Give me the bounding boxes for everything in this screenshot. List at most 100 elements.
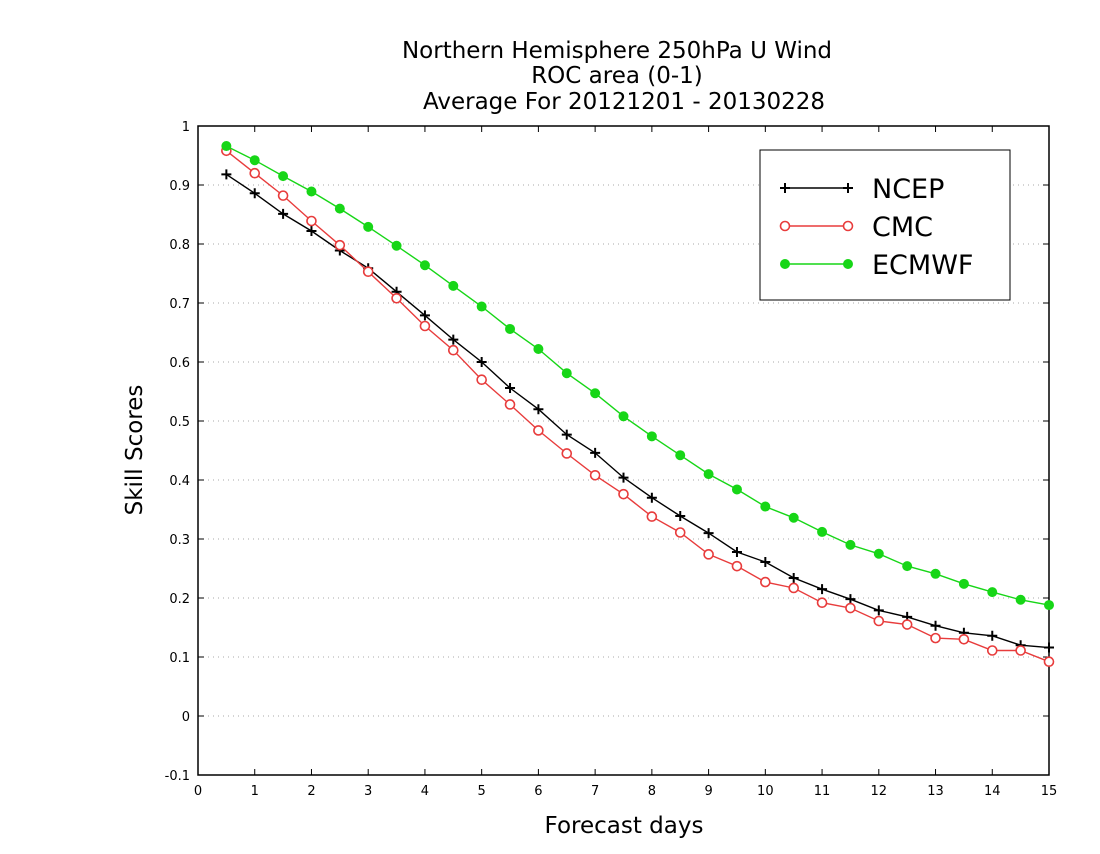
data-point-cmc <box>646 511 658 522</box>
data-point-cmc <box>533 425 544 436</box>
x-tick-label: 8 <box>648 784 656 799</box>
legend-marker-cmc <box>779 220 791 232</box>
x-axis-label: Forecast days <box>545 813 704 839</box>
data-point-cmc <box>561 448 573 459</box>
legend-label-ncep: NCEP <box>872 174 944 205</box>
x-tick-label: 9 <box>704 784 712 799</box>
legend-box <box>759 149 1011 301</box>
data-point-cmc <box>476 374 487 386</box>
data-point-ncep <box>533 404 544 415</box>
data-point-ncep <box>760 557 771 568</box>
data-point-ncep <box>703 528 714 539</box>
chart-title-line-3: Average For 20121201 - 20130228 <box>423 89 825 115</box>
data-point-cmc <box>674 527 686 538</box>
data-point-ecmwf <box>306 186 317 197</box>
y-tick-label: 0.1 <box>169 651 190 666</box>
data-point-cmc <box>391 292 402 304</box>
series-ncep <box>221 169 1054 653</box>
data-point-ecmwf <box>363 221 374 232</box>
y-tick-label: 0.8 <box>169 238 190 253</box>
data-point-ncep <box>221 169 232 180</box>
legend-marker-cmc <box>842 220 854 232</box>
data-point-ncep <box>675 510 686 521</box>
data-point-cmc <box>334 239 346 251</box>
x-tick-label: 1 <box>251 784 259 799</box>
data-point-ecmwf <box>249 155 260 166</box>
data-point-ncep <box>731 546 742 557</box>
x-tick-label: 3 <box>364 784 372 799</box>
chart-title-line-2: ROC area (0-1) <box>531 63 703 89</box>
data-point-ecmwf <box>817 526 828 537</box>
y-tick-label: 0.9 <box>169 179 190 194</box>
data-point-ecmwf <box>618 411 629 422</box>
data-point-ecmwf <box>533 344 544 355</box>
data-point-cmc <box>901 619 913 630</box>
data-point-ecmwf <box>334 203 345 214</box>
y-axis-ticks: -0.1 0 0.1 0.2 0.3 0.4 0.5 0.6 0.7 0.8 0.9 1 <box>165 120 1049 784</box>
data-point-ecmwf <box>646 431 657 442</box>
data-point-ncep <box>930 620 941 631</box>
data-point-cmc <box>362 266 374 278</box>
data-point-ncep <box>419 310 430 321</box>
data-point-cmc <box>589 469 601 481</box>
data-point-ecmwf <box>419 260 430 271</box>
data-point-cmc <box>703 549 714 560</box>
data-point-ecmwf <box>902 561 913 572</box>
series-ecmwf <box>221 141 1054 611</box>
x-tick-label: 12 <box>871 784 888 799</box>
y-tick-label: 1 <box>182 120 190 135</box>
data-point-cmc <box>731 560 743 572</box>
chart-title-line-1: Northern Hemisphere 250hPa U Wind <box>402 38 832 64</box>
data-point-ncep <box>278 208 289 219</box>
data-point-ecmwf <box>703 469 714 480</box>
data-point-cmc <box>618 488 629 500</box>
data-point-cmc <box>845 602 856 614</box>
data-point-cmc <box>249 167 261 179</box>
data-point-ncep <box>646 492 657 503</box>
x-tick-label: 10 <box>757 784 774 799</box>
y-tick-label: 0.6 <box>169 356 190 371</box>
data-point-ncep <box>448 334 459 345</box>
data-point-ecmwf <box>448 280 459 291</box>
data-point-ncep <box>505 382 516 393</box>
data-point-cmc <box>306 215 317 227</box>
data-point-ecmwf <box>561 368 572 379</box>
data-point-ecmwf <box>987 587 998 598</box>
x-tick-label: 6 <box>534 784 542 799</box>
data-point-cmc <box>447 344 459 356</box>
data-point-cmc <box>504 399 516 410</box>
data-point-ecmwf <box>675 450 686 461</box>
data-point-cmc <box>816 597 828 609</box>
legend-marker-ecmwf <box>843 259 853 269</box>
y-tick-label: 0.4 <box>169 474 190 489</box>
x-axis-ticks: 0 1 2 3 4 5 6 7 8 9 10 11 12 13 14 15 <box>194 126 1057 799</box>
data-point-ecmwf <box>930 568 941 579</box>
legend-marker-ecmwf <box>780 259 790 269</box>
data-point-ecmwf <box>476 301 487 312</box>
x-tick-label: 5 <box>478 784 486 799</box>
x-tick-label: 4 <box>421 784 429 799</box>
x-tick-label: 11 <box>814 784 831 799</box>
data-point-ncep <box>1044 642 1054 653</box>
data-point-cmc <box>1043 656 1055 668</box>
legend-label-ecmwf: ECMWF <box>872 250 973 281</box>
y-tick-label: 0 <box>182 710 190 725</box>
legend-label-cmc: CMC <box>872 212 933 243</box>
data-point-ecmwf <box>958 578 969 589</box>
data-point-ncep <box>987 630 998 641</box>
data-point-ncep <box>788 572 799 583</box>
data-point-cmc <box>788 582 800 594</box>
series-group <box>221 141 1055 668</box>
data-point-ncep <box>476 357 487 367</box>
data-point-ncep <box>845 594 856 605</box>
x-tick-label: 15 <box>1041 784 1058 799</box>
y-tick-label: 0.3 <box>169 533 190 548</box>
data-point-ncep <box>590 447 601 458</box>
data-point-ecmwf <box>1044 600 1054 611</box>
data-point-ncep <box>873 605 884 616</box>
data-point-ncep <box>817 584 828 595</box>
data-point-cmc <box>930 632 941 644</box>
series-cmc <box>221 145 1055 668</box>
